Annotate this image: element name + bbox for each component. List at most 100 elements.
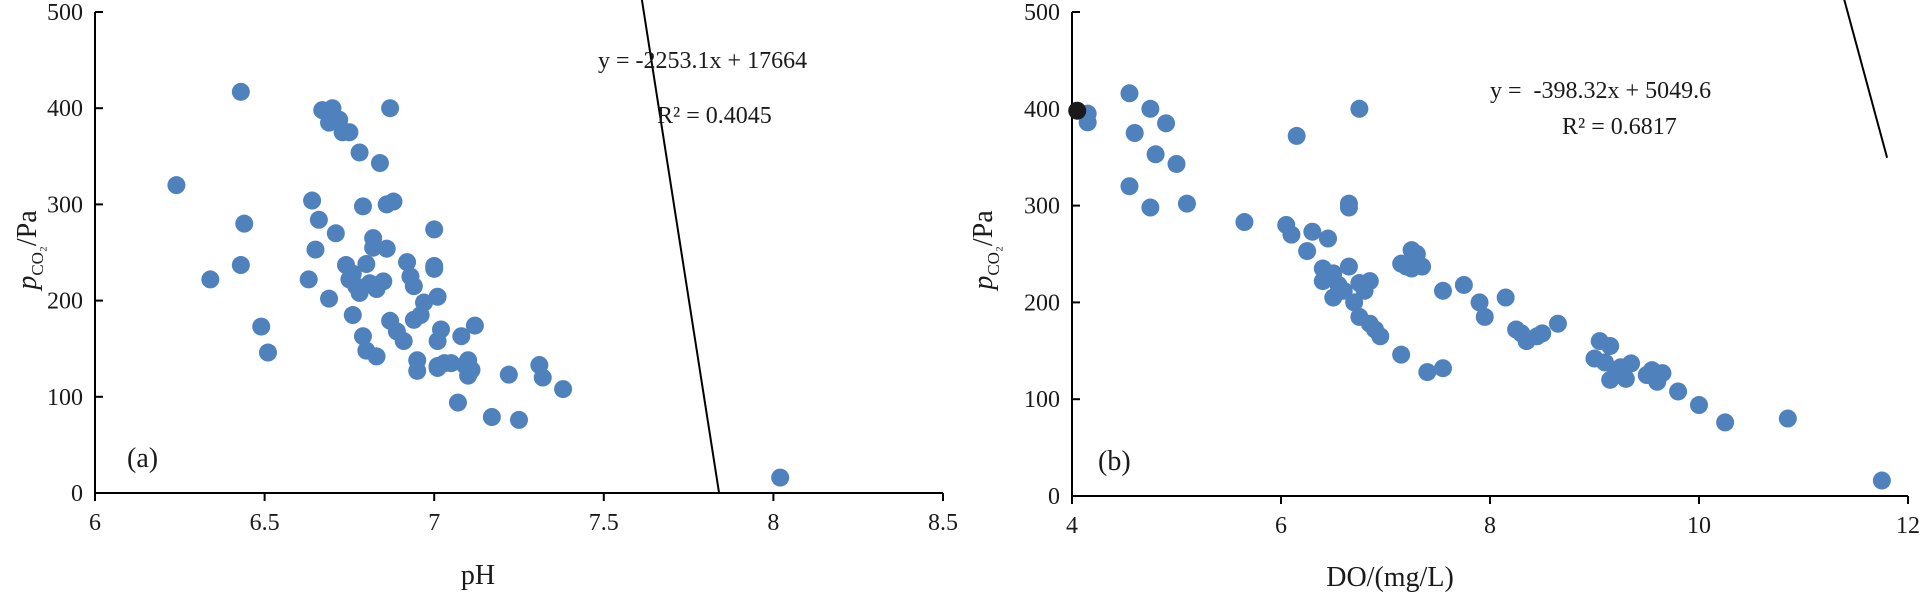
panel-b-data-point: [1120, 84, 1139, 103]
panel-a-data-point: [374, 272, 393, 291]
panel-b-data-point: [1392, 345, 1411, 364]
panel-b-x-tick-label: 8: [1484, 513, 1496, 539]
panel-b-y-tick-label: 200: [1024, 290, 1060, 316]
panel-a-y-axis-label-sub: CO₂: [28, 246, 47, 276]
panel-b-data-point: [1282, 225, 1301, 244]
panel-b-chart: 4 6 8 10 12 0 100 200 300 400 500 y = -398.32x + 5…: [968, 0, 1920, 593]
panel-b-data-point: [1319, 229, 1338, 248]
panel-a-data-point: [201, 270, 220, 289]
panel-a-data-point: [398, 253, 417, 272]
panel-a-data-point: [370, 154, 389, 173]
panel-a-data-point: [320, 289, 339, 308]
panel-b-data-point: [1157, 114, 1176, 133]
panel-b-data-point: [1470, 293, 1489, 312]
panel-a-x-axis-label: pH: [461, 560, 495, 591]
panel-b-points: [1068, 84, 1891, 490]
panel-b-data-point: [1120, 177, 1139, 196]
panel-a-data-point: [533, 368, 552, 387]
panel-a-points: [167, 82, 790, 487]
panel-a-data-point: [431, 320, 450, 339]
panel-b-y-tick-label: 300: [1024, 194, 1060, 220]
panel-a-axes: 6 6.5 7 7.5 8 8.5 0 100 200 300 400 500: [47, 0, 958, 536]
panel-a-data-point: [343, 306, 362, 325]
panel-b-data-point: [1339, 198, 1358, 217]
panel-b-data-point: [1287, 126, 1306, 145]
panel-a-data-point: [465, 316, 484, 335]
panel-b-data-point: [1334, 281, 1353, 300]
panel-a-data-point: [404, 277, 423, 296]
panel-b-x-tick-label: 4: [1066, 513, 1078, 539]
panel-b-data-point: [1371, 327, 1390, 346]
panel-b-y-tick-label: 0: [1048, 484, 1060, 510]
panel-a-data-point: [462, 360, 481, 379]
panel-b-data-point: [1141, 99, 1160, 118]
panel-a-chart: 6 6.5 7 7.5 8 8.5 0 100 200 300 400 500 y = -2253.1…: [12, 0, 958, 591]
panel-a-data-point: [452, 327, 471, 346]
panel-b-highlight-point: [1068, 101, 1087, 120]
panel-a-data-point: [499, 365, 518, 384]
panel-b-data-point: [1778, 409, 1797, 428]
panel-a-data-point: [554, 380, 573, 399]
panel-b-data-point: [1339, 257, 1358, 276]
panel-b-data-point: [1690, 396, 1708, 415]
panel-b-trendline-group: [1843, 0, 1889, 159]
panel-a-data-point: [482, 408, 501, 427]
panel-a-label: (a): [127, 443, 158, 474]
panel-a-data-point: [353, 327, 372, 346]
panel-a-x-tick-label: 7: [428, 510, 440, 536]
panel-a-data-point: [353, 197, 372, 216]
panel-a-data-point: [231, 82, 250, 101]
panel-a-data-point: [510, 410, 528, 429]
panel-a-data-point: [377, 239, 396, 258]
panel-b-data-point: [1418, 363, 1437, 382]
panel-b-data-point: [1235, 213, 1254, 232]
panel-b-x-tick-label: 12: [1896, 513, 1920, 539]
panel-b-data-point: [1601, 336, 1620, 355]
panel-b-data-point: [1345, 293, 1364, 312]
panel-b-x-axis-label: DO/(mg/L): [1326, 562, 1454, 593]
panel-b-data-point: [1533, 324, 1552, 343]
panel-b-equation: y = -398.32x + 5049.6: [1490, 78, 1711, 104]
panel-a-data-point: [425, 259, 444, 278]
panel-a-x-tick-label: 8: [767, 510, 779, 536]
panel-b-data-point: [1496, 288, 1515, 307]
panel-a-data-point: [367, 347, 386, 366]
panel-a-data-point: [231, 256, 250, 275]
panel-b-y-axis-label-main: p: [968, 276, 999, 292]
panel-a-r-squared: R² = 0.4045: [657, 103, 772, 129]
panel-b-data-point: [1475, 307, 1494, 326]
panel-a-y-tick-label: 200: [47, 289, 83, 315]
panel-a-data-point: [299, 270, 318, 289]
panel-a-data-point: [350, 143, 369, 162]
panel-b-data-point: [1177, 194, 1196, 213]
panel-a-x-tick-label: 6.5: [250, 510, 280, 536]
panel-b-y-axis-label-sub: CO₂: [984, 246, 1003, 276]
panel-a-y-tick-label: 300: [47, 192, 83, 218]
panel-b-data-point: [1360, 272, 1379, 291]
panel-a-y-tick-label: 0: [71, 481, 83, 507]
panel-a-data-point: [252, 317, 271, 336]
panel-b-data-point: [1622, 354, 1641, 373]
panel-a-y-axis-label-main: p: [12, 276, 43, 292]
panel-a-data-point: [428, 287, 447, 306]
panel-a-data-point: [235, 214, 254, 233]
panel-a-data-point: [442, 354, 461, 373]
panel-b-y-axis-label-unit: /Pa: [968, 210, 999, 246]
panel-a-data-point: [448, 393, 467, 412]
panel-a-y-axis-label: pCO₂/Pa: [12, 210, 47, 292]
panel-a-y-tick-label: 100: [47, 385, 83, 411]
panel-a-data-point: [340, 123, 359, 142]
panel-b-data-point: [1433, 359, 1452, 378]
panel-b-data-point: [1433, 281, 1452, 300]
panel-a-x-tick-label: 6: [89, 510, 101, 536]
panel-b-trendline: [1843, 0, 1889, 159]
panel-b-data-point: [1303, 222, 1322, 241]
panel-a-data-point: [425, 220, 444, 239]
panel-a-data-point: [303, 191, 322, 210]
panel-a-data-point: [306, 240, 325, 259]
panel-b-y-tick-label: 500: [1024, 0, 1060, 26]
panel-a-data-point: [394, 332, 413, 351]
panel-b-y-tick-label: 100: [1024, 387, 1060, 413]
panel-b-data-point: [1595, 353, 1614, 372]
